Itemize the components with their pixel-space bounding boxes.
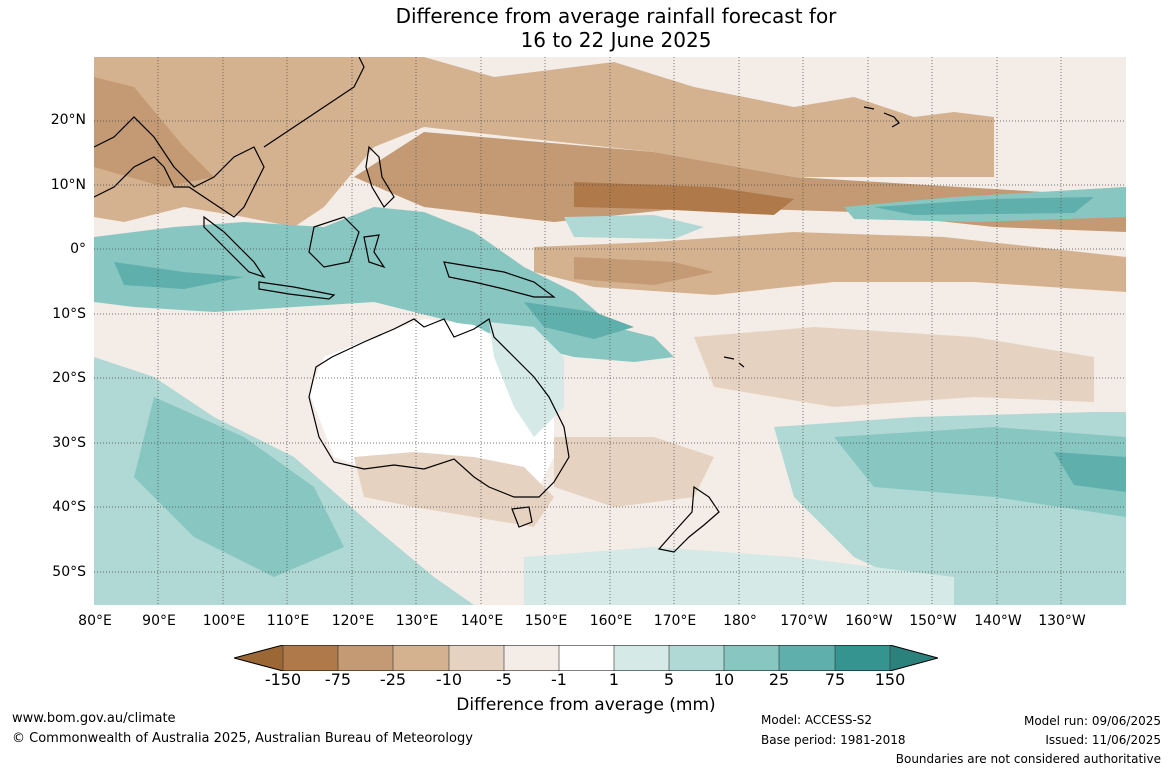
colorbar-swatch bbox=[283, 645, 338, 671]
lat-label-20n: 20°N bbox=[50, 112, 86, 128]
lon-label-170w: 170°W bbox=[780, 613, 828, 629]
lon-label-80e: 80°E bbox=[78, 613, 112, 629]
legend-tick-label: -10 bbox=[435, 670, 463, 689]
equatorial-indian-wet bbox=[94, 207, 674, 362]
boundary-disclaimer: Boundaries are not considered authoritat… bbox=[895, 752, 1161, 766]
tasmania-coastline bbox=[511, 506, 533, 528]
australia-neutral bbox=[309, 319, 554, 497]
asia-coastline bbox=[94, 116, 265, 218]
indochina-dry-core bbox=[94, 77, 214, 187]
legend-tick-label: -25 bbox=[379, 670, 407, 689]
lon-label-140w: 140°W bbox=[974, 613, 1022, 629]
south-pacific-wet-core bbox=[834, 427, 1126, 517]
equatorial-pacific-dry-core bbox=[574, 257, 714, 285]
legend-tick-label: 10 bbox=[713, 670, 735, 689]
copyright-notice: © Commonwealth of Australia 2025, Austra… bbox=[12, 731, 473, 746]
colorbar-dividers bbox=[282, 645, 891, 671]
lat-label-50s: 50°S bbox=[52, 564, 86, 580]
legend-tick-label: -150 bbox=[264, 670, 302, 689]
lon-label-120e: 120°E bbox=[331, 613, 375, 629]
lon-label-130w: 130°W bbox=[1038, 613, 1086, 629]
lon-label-90e: 90°E bbox=[142, 613, 176, 629]
australia-coastline bbox=[308, 318, 570, 498]
borneo-coastline bbox=[308, 216, 360, 268]
issued-date: Issued: 11/06/2025 bbox=[1045, 733, 1161, 747]
lon-label-100e: 100°E bbox=[202, 613, 246, 629]
legend-tick-label: -5 bbox=[496, 670, 512, 689]
colorbar-swatch bbox=[835, 645, 890, 671]
sumatra-coastline bbox=[203, 215, 266, 279]
colorbar-swatch bbox=[614, 645, 669, 671]
lat-label-30s: 30°S bbox=[52, 435, 86, 451]
colorbar-swatch bbox=[234, 645, 283, 671]
colorbar-swatch bbox=[338, 645, 393, 671]
new-zealand-coastline bbox=[657, 485, 720, 553]
colorbar-swatch bbox=[669, 645, 724, 671]
lat-label-10n: 10°N bbox=[50, 177, 86, 193]
lat-label-40s: 40°S bbox=[52, 499, 86, 515]
equatorial-wet-streak bbox=[564, 215, 704, 239]
legend-tick-label: 1 bbox=[608, 670, 620, 689]
new-guinea-coastline bbox=[443, 261, 556, 298]
legend-tick-label: 5 bbox=[663, 670, 675, 689]
base-period: Base period: 1981-2018 bbox=[761, 733, 906, 747]
title-line-1: Difference from average rainfall forecas… bbox=[395, 4, 837, 28]
colorbar-swatch bbox=[779, 645, 835, 671]
band-10n-dry-core bbox=[574, 182, 794, 215]
southern-australia-dry bbox=[354, 452, 554, 527]
fiji-islands bbox=[723, 356, 745, 368]
coral-sea-wet-core bbox=[524, 302, 634, 339]
map-canvas bbox=[94, 57, 1126, 605]
rainfall-anomaly-map bbox=[94, 57, 1126, 605]
coastlines bbox=[94, 57, 900, 553]
colorbar-swatch bbox=[393, 645, 449, 671]
colorbar-swatch bbox=[559, 645, 614, 671]
lon-label-150w: 150°W bbox=[909, 613, 957, 629]
lon-label-170e: 170°E bbox=[653, 613, 697, 629]
lon-label-160e: 160°E bbox=[589, 613, 633, 629]
lat-label-20s: 20°S bbox=[52, 370, 86, 386]
colorbar-swatches bbox=[234, 645, 938, 671]
sulawesi-coastline bbox=[363, 234, 386, 269]
title-line-2: 16 to 22 June 2025 bbox=[520, 28, 712, 52]
philippines-coastline bbox=[365, 145, 395, 208]
model-name: Model: ACCESS-S2 bbox=[761, 713, 873, 727]
equatorial-pacific-dry bbox=[534, 232, 1126, 295]
legend-tick-label: 75 bbox=[824, 670, 846, 689]
equatorial-indian-wet-core bbox=[114, 262, 244, 289]
lon-label-130e: 130°E bbox=[395, 613, 439, 629]
graticule bbox=[94, 57, 1126, 605]
lon-label-150e: 150°E bbox=[524, 613, 568, 629]
colorbar-swatch bbox=[449, 645, 504, 671]
hawaii-islands bbox=[863, 106, 900, 128]
south-pacific-dry bbox=[694, 327, 1094, 407]
legend-tick-label: -75 bbox=[324, 670, 352, 689]
legend-tick-label: 150 bbox=[874, 670, 906, 689]
lon-label-180: 180° bbox=[723, 613, 757, 629]
colorbar-swatch bbox=[890, 645, 938, 671]
lat-label-equator: 0° bbox=[70, 241, 86, 257]
java-coastline bbox=[258, 281, 336, 300]
asia-dry-region bbox=[94, 57, 994, 227]
website-link[interactable]: www.bom.gov.au/climate bbox=[12, 711, 176, 726]
legend-title: Difference from average (mm) bbox=[456, 695, 716, 715]
lon-label-110e: 110°E bbox=[266, 613, 310, 629]
colorbar-swatch bbox=[724, 645, 779, 671]
southern-indian-wet-core bbox=[134, 397, 344, 577]
legend-colorbar bbox=[234, 645, 938, 671]
ne-pacific-wet-core bbox=[874, 197, 1094, 215]
colorbar-swatch bbox=[504, 645, 559, 671]
legend-tick-label: 25 bbox=[768, 670, 790, 689]
lat-label-10s: 10°S bbox=[52, 306, 86, 322]
map-title: Difference from average rainfall forecas… bbox=[0, 4, 1173, 52]
model-run-date: Model run: 09/06/2025 bbox=[1023, 714, 1161, 728]
lon-label-160w: 160°W bbox=[845, 613, 893, 629]
south-pacific-wet-deep bbox=[1054, 452, 1126, 492]
legend-tick-label: -1 bbox=[551, 670, 567, 689]
china-coastline bbox=[263, 57, 365, 148]
lon-label-140e: 140°E bbox=[460, 613, 504, 629]
